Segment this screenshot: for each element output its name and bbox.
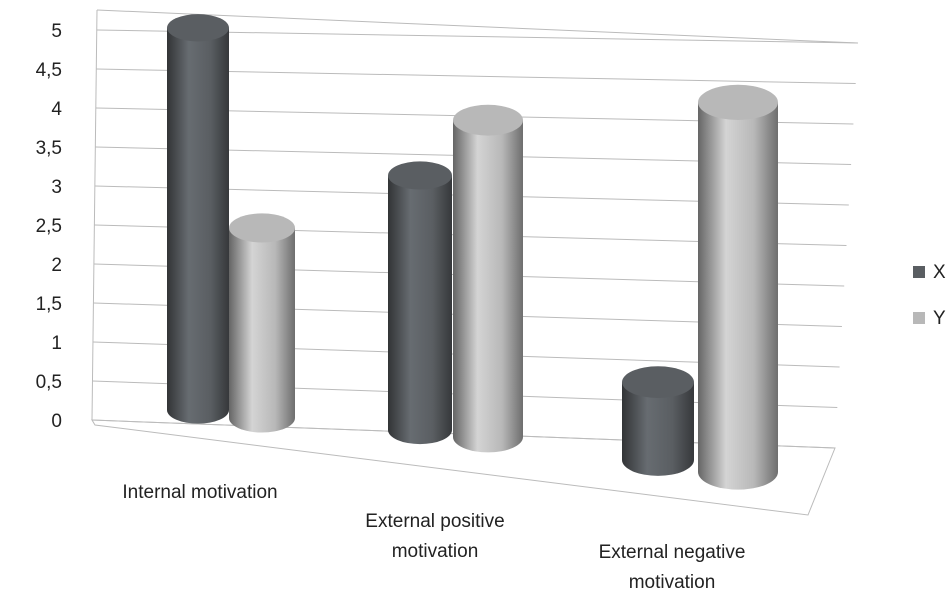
y-tick-label: 5 (51, 21, 62, 42)
y-tick-label: 4 (51, 99, 62, 120)
bar-body (229, 227, 295, 433)
legend-swatch (913, 266, 925, 278)
bar (698, 84, 778, 490)
bar-body (388, 175, 452, 445)
bar-top (453, 104, 523, 136)
y-tick-label: 3 (51, 177, 62, 198)
back-top (96, 9, 859, 44)
y-tick-label: 4,5 (36, 60, 62, 81)
x-tick-label: External positive motivation (365, 511, 505, 562)
bar-body (453, 120, 523, 453)
bar-top (229, 213, 295, 243)
bar (229, 213, 295, 433)
bar (388, 161, 452, 445)
bar-top (388, 161, 452, 190)
x-tick-label: Internal motivation (122, 482, 278, 503)
bar-body (622, 382, 694, 476)
y-tick-label: 0 (51, 411, 62, 432)
x-tick-label: External negative motivation (598, 542, 746, 593)
bar-top (167, 14, 229, 42)
bar-body (698, 102, 778, 490)
y-tick-label: 1,5 (36, 294, 62, 315)
bar (167, 14, 229, 424)
bar (622, 366, 694, 476)
legend-label: Y (933, 308, 946, 329)
bar-body (167, 27, 229, 424)
legend-swatch (913, 312, 925, 324)
y-tick-label: 2,5 (36, 216, 62, 237)
y-tick-label: 0,5 (36, 372, 62, 393)
y-tick-label: 2 (51, 255, 62, 276)
bar-top (698, 84, 778, 120)
bar (453, 104, 523, 453)
legend-label: X (933, 262, 946, 283)
y-tick-label: 1 (51, 333, 62, 354)
y-tick-label: 3,5 (36, 138, 62, 159)
bar-top (622, 366, 694, 398)
side-wall (91, 9, 98, 421)
